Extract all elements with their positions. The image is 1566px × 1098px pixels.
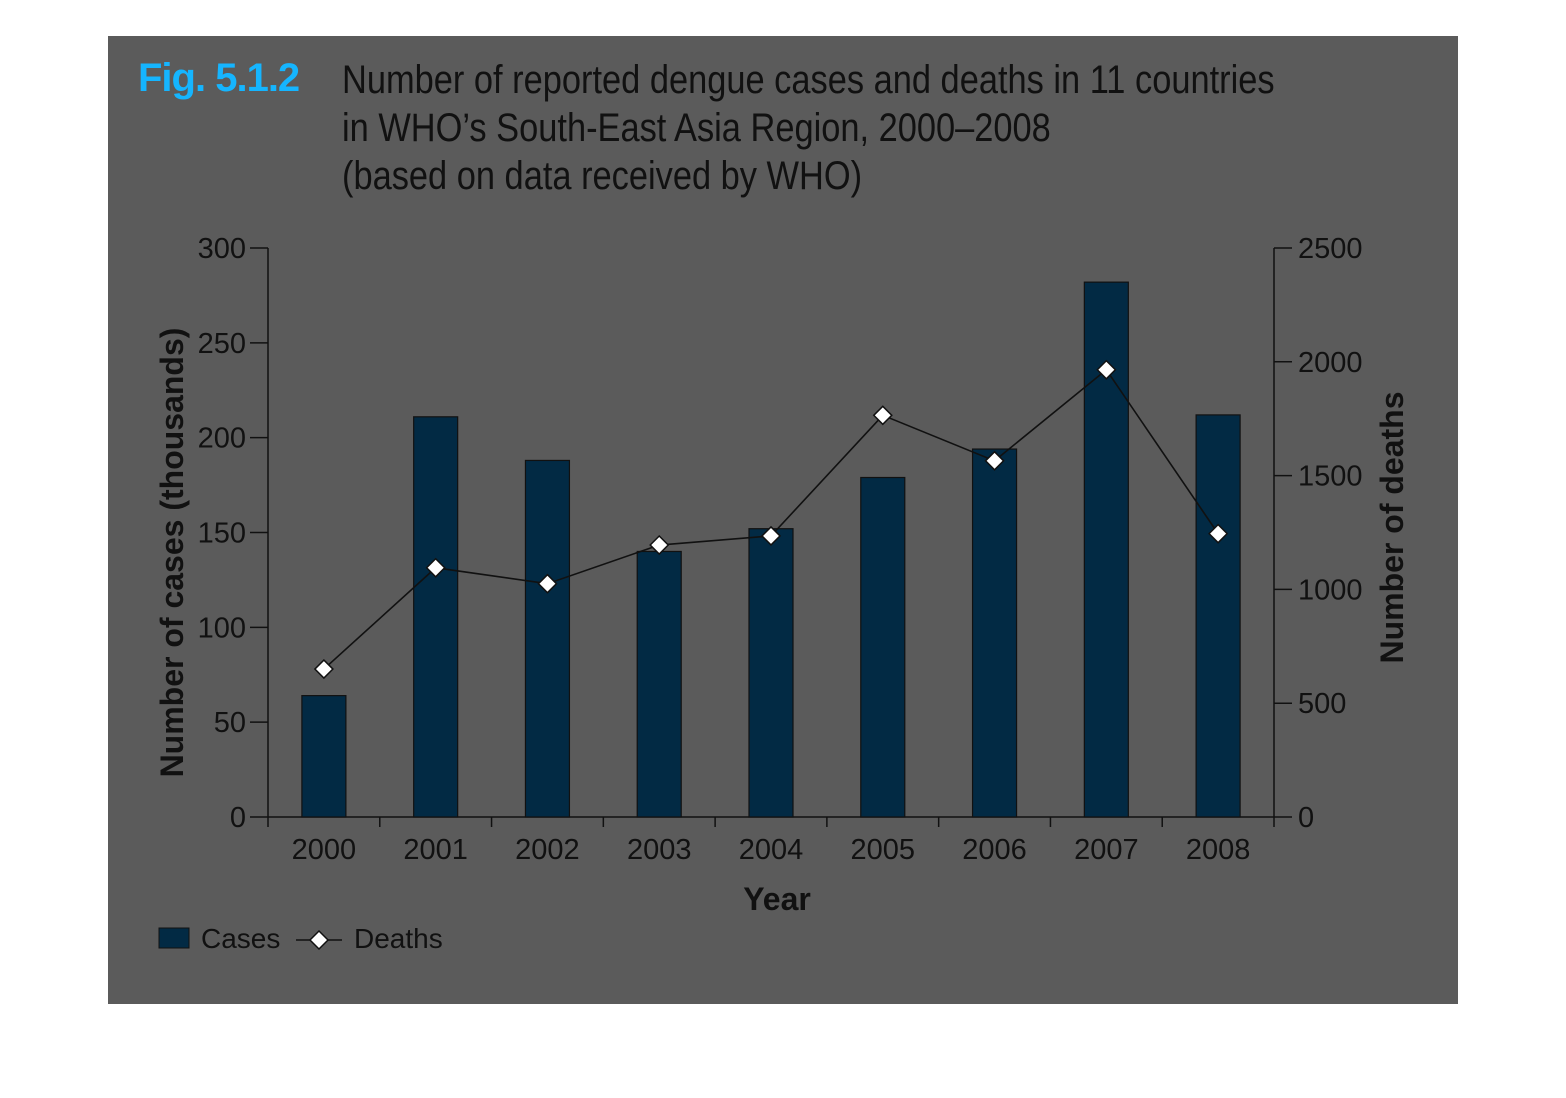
marker-deaths-2004 (760, 525, 782, 546)
legend-marker-deaths (308, 929, 330, 951)
x-tick-label: 2003 (627, 834, 692, 866)
y-tick-label-left: 0 (230, 802, 246, 834)
bar-cases-2003 (636, 550, 682, 818)
figure-title: Number of reported dengue cases and deat… (342, 56, 1442, 200)
y-tick-label-right: 0 (1298, 802, 1314, 834)
y-tick-label-left: 150 (198, 518, 246, 550)
bar-cases-2001 (413, 416, 459, 818)
marker-deaths-2005 (872, 405, 893, 426)
marker-deaths-2001 (425, 557, 446, 578)
x-tick-label: 2001 (403, 834, 468, 866)
x-tick-label: 2007 (1074, 834, 1139, 866)
bar-cases-2000 (301, 695, 347, 818)
y-tick-label-right: 2500 (1298, 233, 1363, 265)
legend-swatch-cases (158, 927, 190, 949)
bar-cases-2002 (524, 459, 571, 818)
marker-deaths-2006 (984, 450, 1005, 471)
y-axis-title-left: Number of cases (thousands) (154, 328, 190, 778)
bar-cases-2005 (860, 476, 906, 818)
figure-title-line-2: in WHO’s South-East Asia Region, 2000–20… (342, 106, 1051, 150)
x-tick-label: 2008 (1186, 834, 1251, 866)
bar-cases-2008 (1195, 414, 1241, 818)
y-tick-label-right: 1500 (1298, 461, 1363, 493)
y-axis-title-right: Number of deaths (1374, 391, 1410, 663)
x-tick-label: 2005 (851, 834, 916, 866)
figure-label: Fig. 5.1.2 (138, 56, 300, 100)
y-tick-label-left: 100 (198, 612, 246, 644)
x-tick-label: 2006 (962, 834, 1027, 866)
x-axis-title: Year (743, 881, 811, 917)
x-tick-label: 2000 (292, 834, 357, 866)
y-tick-label-left: 250 (198, 328, 246, 360)
y-tick-label-right: 1000 (1298, 574, 1363, 606)
y-tick-label-left: 50 (214, 707, 246, 739)
y-tick-label-right: 2000 (1298, 347, 1363, 379)
legend-label-deaths: Deaths (354, 923, 443, 954)
marker-deaths-2008 (1208, 523, 1229, 544)
figure-title-line-3: (based on data received by WHO) (342, 154, 863, 198)
y-tick-label-right: 500 (1298, 688, 1346, 720)
marker-deaths-2000 (313, 658, 334, 680)
figure-title-line-1: Number of reported dengue cases and deat… (342, 58, 1275, 102)
y-tick-label-left: 200 (198, 423, 246, 455)
marker-deaths-2002 (537, 573, 558, 594)
y-tick-label-left: 300 (198, 233, 246, 265)
x-tick-label: 2004 (739, 834, 804, 866)
bar-cases-2004 (748, 528, 794, 818)
marker-deaths-2003 (649, 534, 670, 556)
bar-cases-2006 (971, 448, 1018, 818)
x-tick-label: 2002 (515, 834, 580, 866)
marker-deaths-2007 (1096, 359, 1117, 380)
legend-label-cases: Cases (201, 923, 280, 954)
